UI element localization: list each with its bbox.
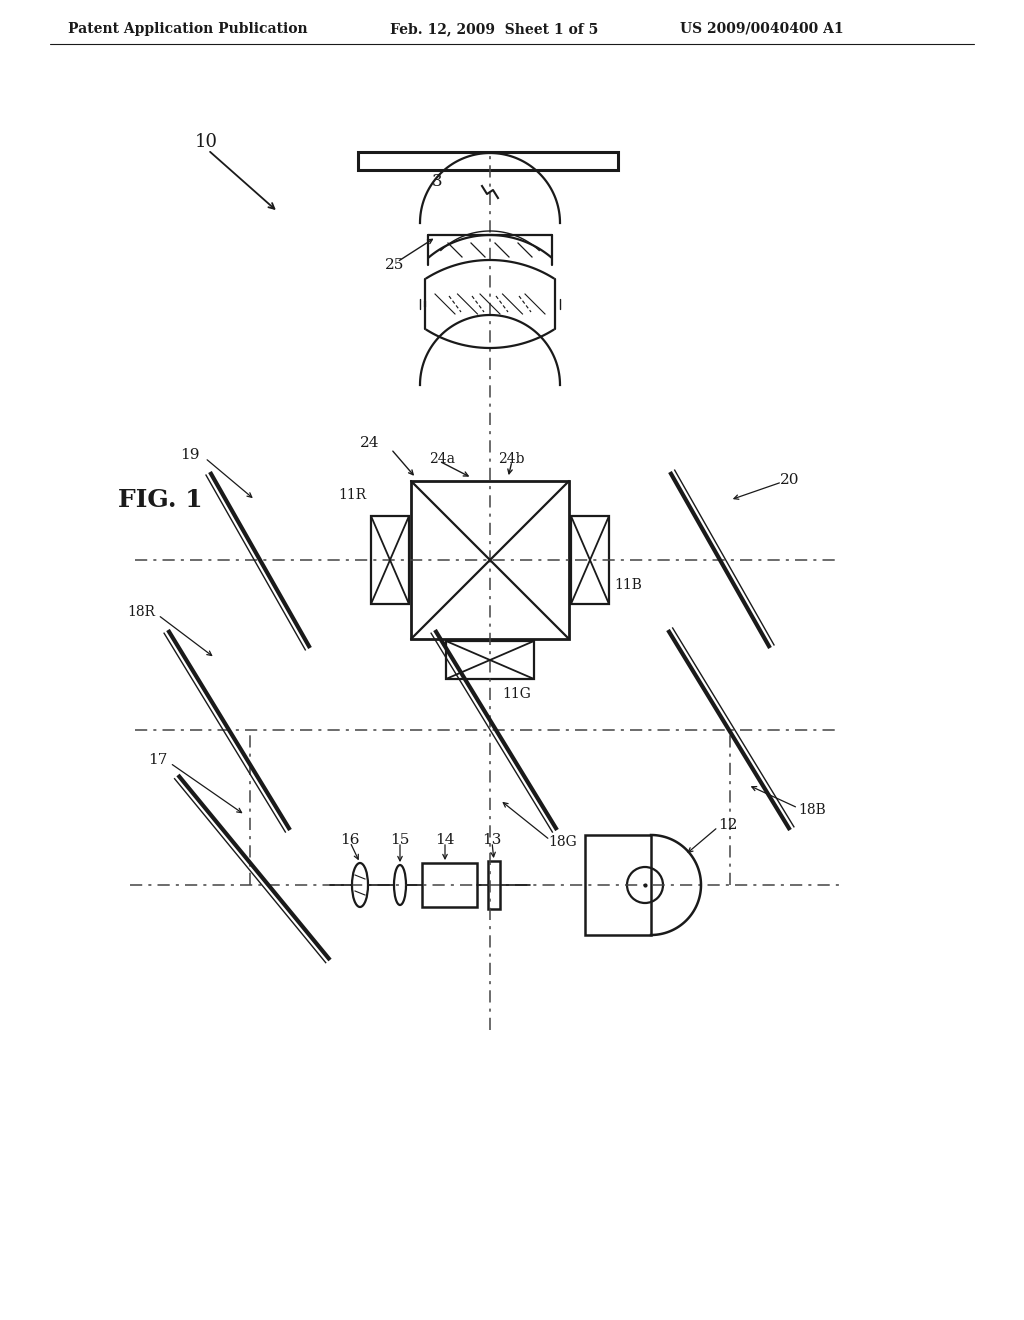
Text: 11G: 11G bbox=[502, 686, 530, 701]
Bar bbox=[411, 480, 569, 639]
Text: 24b: 24b bbox=[498, 451, 524, 466]
Text: 18R: 18R bbox=[127, 605, 155, 619]
Text: US 2009/0040400 A1: US 2009/0040400 A1 bbox=[680, 22, 844, 36]
Text: 11B: 11B bbox=[614, 578, 642, 591]
Text: 13: 13 bbox=[482, 833, 502, 847]
Text: 16: 16 bbox=[340, 833, 359, 847]
Text: 3: 3 bbox=[432, 173, 442, 190]
Ellipse shape bbox=[394, 865, 406, 906]
Text: 25: 25 bbox=[385, 257, 404, 272]
Text: 11R: 11R bbox=[338, 488, 366, 502]
Bar bbox=[358, 152, 618, 170]
Bar bbox=[422, 863, 477, 907]
Text: Feb. 12, 2009  Sheet 1 of 5: Feb. 12, 2009 Sheet 1 of 5 bbox=[390, 22, 598, 36]
Text: 15: 15 bbox=[390, 833, 410, 847]
Bar bbox=[371, 516, 409, 605]
Bar bbox=[585, 836, 651, 935]
Text: Patent Application Publication: Patent Application Publication bbox=[68, 22, 307, 36]
Text: 18B: 18B bbox=[798, 803, 825, 817]
Bar bbox=[571, 516, 609, 605]
Bar bbox=[488, 861, 500, 909]
Text: 19: 19 bbox=[180, 447, 200, 462]
Text: 14: 14 bbox=[435, 833, 455, 847]
Text: 12: 12 bbox=[718, 818, 737, 832]
Text: 24: 24 bbox=[359, 436, 379, 450]
Text: 18G: 18G bbox=[548, 836, 577, 849]
Text: 24a: 24a bbox=[429, 451, 455, 466]
Text: 10: 10 bbox=[195, 133, 218, 150]
Text: 17: 17 bbox=[148, 752, 168, 767]
Text: FIG. 1: FIG. 1 bbox=[118, 488, 203, 512]
Text: 20: 20 bbox=[780, 473, 800, 487]
Bar bbox=[446, 642, 534, 678]
Ellipse shape bbox=[352, 863, 368, 907]
